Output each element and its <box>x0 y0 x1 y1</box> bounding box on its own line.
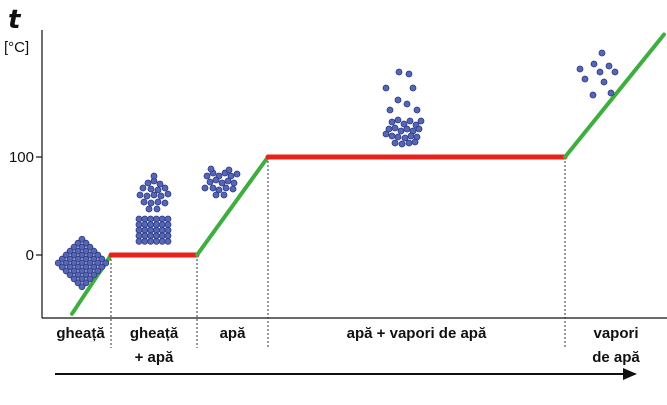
molecule-illustrations <box>54 49 619 291</box>
ice-water-molecules <box>135 172 172 245</box>
water-molecules <box>201 165 241 199</box>
ice-lattice <box>54 235 110 291</box>
y-tick-label: 100 <box>9 149 34 166</box>
y-ticks: 0 100 <box>9 149 42 264</box>
phase-label: gheață <box>130 325 179 342</box>
heating-segment <box>563 32 666 159</box>
phase-label: gheață <box>56 325 105 342</box>
curve <box>70 32 666 316</box>
y-axis-title: t <box>8 5 22 35</box>
phase-label: + apă <box>135 349 174 366</box>
phase-label: de apă <box>592 349 640 366</box>
vapor-molecules <box>576 49 619 99</box>
phase-label: vapori <box>593 325 638 342</box>
heating-segment <box>195 155 270 257</box>
y-tick-label: 0 <box>26 247 34 264</box>
phase-label: apă + vapori de apă <box>347 325 487 342</box>
phase-dividers <box>110 157 566 348</box>
y-axis-unit: [°C] <box>4 39 29 56</box>
water-vapor-molecules <box>382 68 425 148</box>
phase-labels: gheață gheață + apă apă apă + vapori de apă v… <box>56 325 640 366</box>
phase-label: apă <box>220 325 247 342</box>
